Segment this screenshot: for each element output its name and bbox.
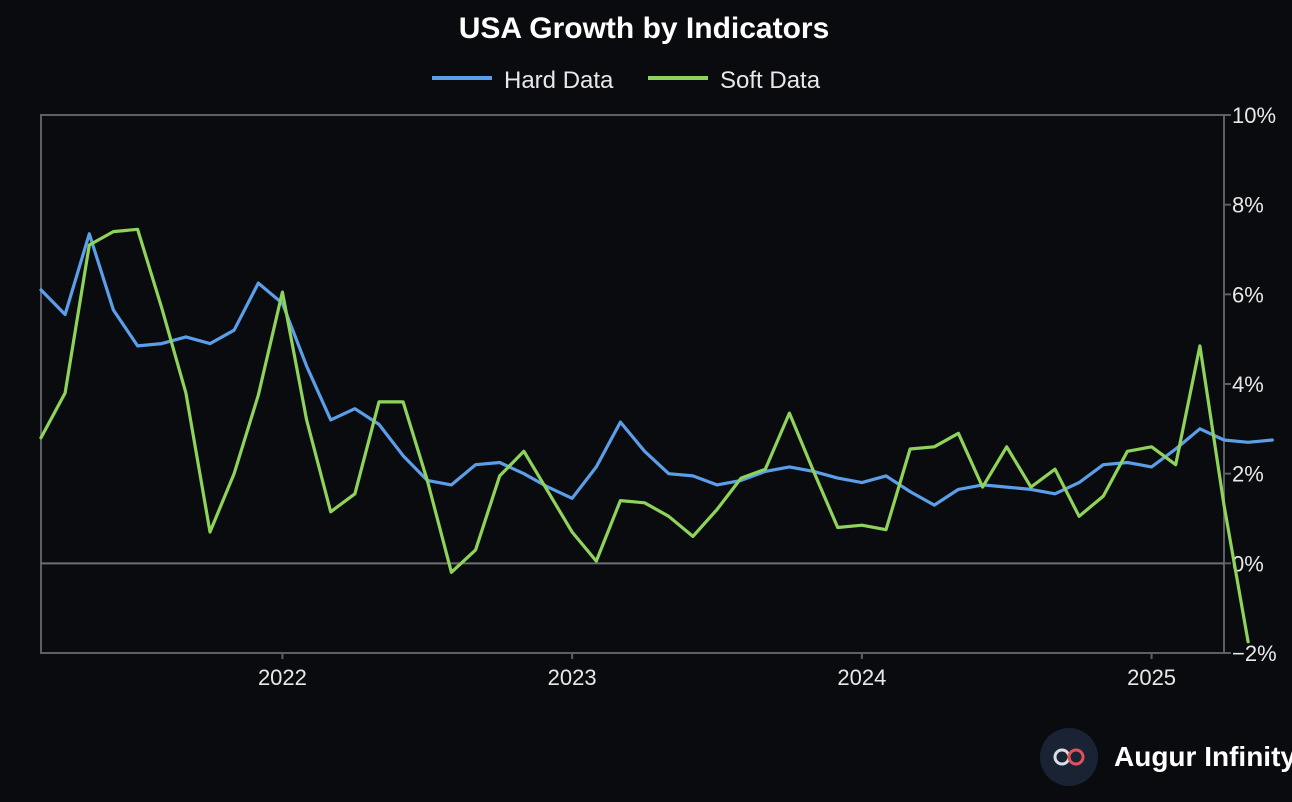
x-axis: 2022 2023 2024 2025: [258, 653, 1176, 690]
legend-item[interactable]: Hard Data: [432, 67, 614, 94]
x-tick-label: 2024: [837, 665, 886, 690]
y-tick-label: −2%: [1232, 641, 1277, 666]
y-tick-label: 8%: [1232, 193, 1264, 218]
x-tick-label: 2023: [548, 665, 597, 690]
series-line: [39, 232, 1274, 507]
legend-label: Hard Data: [504, 67, 614, 94]
legend-label: Soft Data: [720, 67, 821, 94]
x-tick-label: 2025: [1127, 665, 1176, 690]
series-soft-data: [39, 227, 1250, 644]
legend[interactable]: Hard Data Soft Data: [432, 67, 821, 94]
chart-title: USA Growth by Indicators: [459, 12, 830, 45]
brand: Augur Infinity: [1040, 728, 1292, 786]
infinity-icon: [1040, 728, 1098, 786]
y-tick-label: 2%: [1232, 462, 1264, 487]
series-hard-data: [39, 232, 1274, 507]
legend-item[interactable]: Soft Data: [648, 67, 821, 94]
y-tick-label: 4%: [1232, 372, 1264, 397]
plot-frame: [40, 114, 1225, 654]
series-group: [39, 227, 1274, 644]
brand-name: Augur Infinity: [1114, 741, 1292, 772]
y-tick-label: 10%: [1232, 103, 1276, 128]
y-axis: 10%8%6%4%2%0%−2%: [1224, 103, 1277, 666]
y-tick-label: 6%: [1232, 282, 1264, 307]
x-tick-label: 2022: [258, 665, 307, 690]
series-line: [39, 227, 1250, 644]
